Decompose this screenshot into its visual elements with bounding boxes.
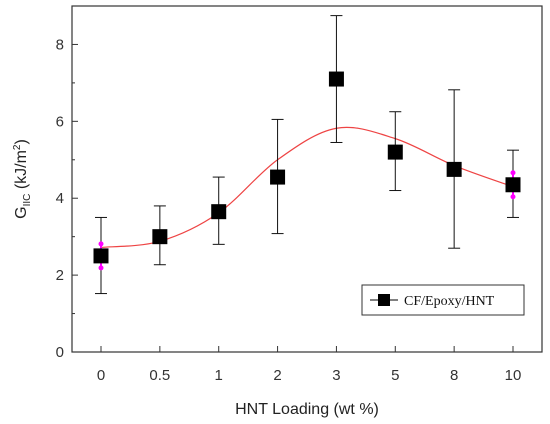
data-point	[505, 177, 521, 193]
endpoint-highlight-dot	[510, 194, 516, 200]
x-tick-label: 0	[97, 367, 105, 384]
plot-area	[71, 5, 543, 353]
data-point	[270, 169, 286, 185]
y-axis-title-subscript: IIC	[22, 194, 33, 207]
data-point	[387, 144, 403, 160]
x-tick-label: 2	[273, 367, 281, 384]
legend: CF/Epoxy/HNT	[361, 284, 525, 316]
y-axis-title-superscript: 2	[12, 144, 23, 150]
legend-marker	[378, 294, 390, 306]
fit-curve	[100, 126, 514, 249]
endpoint-highlight-dot	[510, 170, 516, 176]
y-axis-title-unit-close: )	[13, 139, 30, 144]
x-axis-title: HNT Loading (wt %)	[235, 401, 379, 418]
legend-label: CF/Epoxy/HNT	[404, 294, 495, 309]
y-axis-title: GIIC (kJ/m2)	[12, 139, 33, 219]
y-axis-ticks: 0 2 4 6 8	[56, 5, 78, 361]
data-point	[93, 248, 109, 264]
x-tick-label: 1	[215, 367, 223, 384]
data-markers-group	[93, 71, 521, 271]
fit-curve-group	[100, 126, 514, 249]
data-point	[446, 161, 462, 177]
data-point	[152, 229, 168, 245]
x-tick-label: 8	[450, 367, 458, 384]
y-tick-label: 8	[56, 36, 64, 53]
y-tick-label: 6	[56, 113, 64, 130]
x-tick-label: 3	[332, 367, 340, 384]
x-tick-label: 0.5	[149, 367, 170, 384]
x-axis-ticks: 0 0.5 1 2 3 5 8 10	[97, 346, 522, 384]
data-point	[211, 204, 227, 220]
y-tick-label: 4	[56, 190, 64, 207]
plot-frame	[71, 5, 543, 353]
data-point	[328, 71, 344, 87]
endpoint-highlight-dot	[98, 241, 104, 247]
x-tick-label: 10	[505, 367, 522, 384]
x-tick-label: 5	[391, 367, 399, 384]
y-axis-title-main: G	[13, 206, 30, 218]
y-axis-title-unit: (kJ/m	[13, 150, 30, 194]
error-bars-group	[95, 15, 519, 295]
y-tick-label: 2	[56, 267, 64, 284]
y-tick-label: 0	[56, 344, 64, 361]
endpoint-highlight-dot	[98, 265, 104, 271]
